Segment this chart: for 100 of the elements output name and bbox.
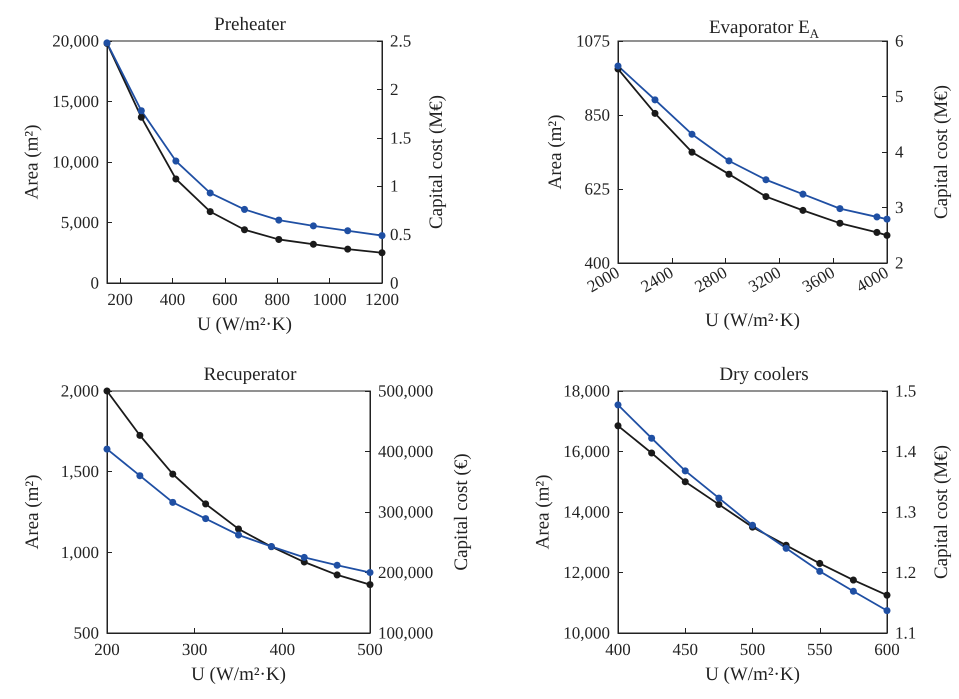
x-tick-label: 600 bbox=[212, 290, 238, 309]
point bbox=[235, 525, 242, 532]
point bbox=[682, 478, 689, 486]
point bbox=[275, 236, 282, 243]
y-tick-label: 0 bbox=[90, 274, 99, 292]
x-tick-label: 200 bbox=[107, 290, 133, 309]
y-axis-title: Area (m²) bbox=[22, 474, 43, 550]
point bbox=[172, 175, 180, 182]
point bbox=[816, 560, 824, 567]
x-tick-label: 500 bbox=[357, 640, 383, 659]
point bbox=[762, 193, 770, 200]
point bbox=[169, 498, 176, 506]
x-axis-title: U (W/m²·K) bbox=[197, 314, 292, 335]
y-axis-title: Area (m²) bbox=[21, 124, 42, 200]
y2-tick-label: 100,000 bbox=[378, 624, 434, 642]
x-tick-label: 450 bbox=[672, 640, 698, 659]
point bbox=[202, 500, 210, 508]
point bbox=[836, 205, 844, 212]
y2-tick-label: 2 bbox=[390, 80, 398, 99]
x-tick-label: 400 bbox=[160, 290, 186, 309]
point bbox=[334, 562, 341, 569]
point bbox=[202, 515, 210, 522]
point bbox=[344, 227, 352, 234]
point bbox=[725, 170, 732, 178]
point bbox=[275, 216, 282, 224]
y2-axis-title: Capital cost (M€) bbox=[931, 444, 952, 580]
point bbox=[884, 592, 890, 599]
y-tick-label: 500 bbox=[74, 624, 99, 642]
point bbox=[614, 62, 622, 70]
point bbox=[850, 588, 857, 595]
y2-tick-label: 4 bbox=[895, 142, 904, 162]
point bbox=[873, 228, 880, 236]
point bbox=[688, 148, 696, 156]
y2-tick-label: 0.5 bbox=[390, 225, 412, 244]
x-tick-label: 800 bbox=[264, 290, 290, 309]
x-axis-title: U (W/m²·K) bbox=[191, 664, 286, 685]
chart-title: Dry coolers bbox=[719, 364, 809, 385]
point bbox=[300, 554, 308, 561]
y2-tick-label: 200,000 bbox=[378, 563, 434, 582]
point bbox=[172, 158, 180, 165]
x-tick-label: 400 bbox=[270, 640, 296, 659]
y-tick-label: 18,000 bbox=[563, 382, 610, 400]
y2-tick-label: 1.3 bbox=[895, 502, 916, 522]
y2-tick-label: 1.5 bbox=[895, 382, 916, 400]
x-axis-title: U (W/m²·K) bbox=[705, 310, 800, 331]
x-axis-title: U (W/m²·K) bbox=[705, 664, 800, 685]
x-tick-label: 2800 bbox=[691, 262, 730, 296]
x-tick-label: 2400 bbox=[638, 262, 677, 296]
y-tick-label: 1075 bbox=[576, 32, 610, 50]
x-tick-label: 1200 bbox=[365, 290, 399, 309]
point bbox=[715, 494, 722, 502]
y2-tick-label: 1.1 bbox=[895, 624, 916, 642]
y-tick-label: 14,000 bbox=[563, 502, 610, 522]
point bbox=[884, 232, 890, 239]
point bbox=[799, 206, 806, 214]
point bbox=[648, 450, 656, 457]
y-tick-label: 12,000 bbox=[563, 563, 610, 582]
y-tick-label: 850 bbox=[584, 106, 610, 124]
point bbox=[235, 531, 242, 538]
point bbox=[884, 607, 890, 614]
point bbox=[241, 206, 248, 213]
y-tick-label: 16,000 bbox=[563, 442, 610, 461]
y2-tick-label: 1.4 bbox=[895, 442, 917, 461]
y-tick-label: 5,000 bbox=[60, 213, 99, 232]
y-tick-label: 10,000 bbox=[52, 152, 99, 172]
point bbox=[836, 220, 844, 227]
point bbox=[651, 110, 658, 117]
point bbox=[206, 208, 214, 216]
y-tick-label: 15,000 bbox=[52, 92, 99, 111]
point bbox=[169, 470, 176, 478]
point bbox=[138, 114, 145, 121]
point bbox=[104, 446, 110, 453]
x-tick-label: 500 bbox=[740, 640, 766, 659]
point bbox=[688, 130, 696, 138]
point bbox=[136, 472, 144, 480]
y2-axis-title: Capital cost (M€) bbox=[426, 94, 447, 230]
point bbox=[334, 571, 341, 578]
point bbox=[378, 232, 386, 240]
point bbox=[799, 190, 806, 198]
y2-axis-title: Capital cost (M€) bbox=[931, 84, 952, 220]
point bbox=[344, 246, 352, 253]
y2-tick-label: 0 bbox=[390, 274, 398, 292]
y2-tick-label: 500,000 bbox=[378, 382, 434, 400]
y2-tick-label: 2 bbox=[895, 254, 904, 272]
y2-tick-label: 1 bbox=[390, 176, 398, 196]
point bbox=[366, 569, 374, 576]
x-tick-label: 300 bbox=[182, 640, 208, 659]
y-axis-title: Area (m²) bbox=[532, 474, 554, 550]
y-tick-label: 625 bbox=[584, 180, 610, 198]
x-tick-label: 400 bbox=[605, 640, 631, 659]
point bbox=[782, 544, 790, 552]
point bbox=[614, 401, 622, 408]
point bbox=[725, 157, 732, 164]
y-tick-label: 1,000 bbox=[60, 542, 99, 562]
x-tick-label: 1000 bbox=[312, 290, 347, 309]
x-tick-label: 4000 bbox=[852, 262, 892, 296]
point bbox=[682, 467, 689, 474]
point bbox=[138, 107, 145, 114]
y2-tick-label: 1.2 bbox=[895, 563, 916, 582]
y2-tick-label: 3 bbox=[895, 198, 904, 217]
